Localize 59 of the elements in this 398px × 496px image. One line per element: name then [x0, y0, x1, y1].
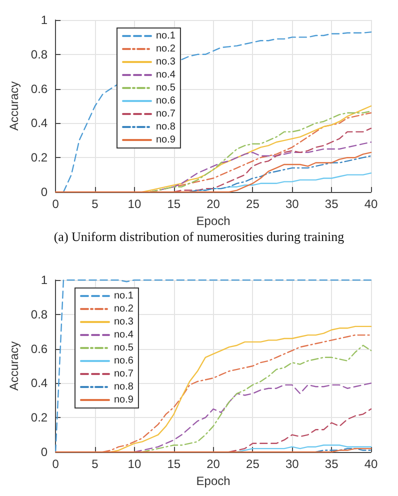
legend-label: no.6 — [114, 356, 134, 366]
y-tick-label: 0.6 — [30, 82, 48, 96]
x-tick-label: 5 — [92, 197, 99, 211]
x-tick-label: 35 — [324, 197, 339, 211]
y-tick-label: 0.6 — [30, 342, 48, 356]
legend-label: no.3 — [114, 316, 134, 328]
y-tick-label: 0 — [40, 445, 48, 459]
x-tick-label: 10 — [128, 457, 142, 471]
x-tick-label: 0 — [52, 457, 60, 471]
legend-label: no.5 — [156, 82, 176, 94]
line-series — [228, 408, 372, 453]
legend-label: no.8 — [114, 382, 134, 392]
legend-label: no.8 — [156, 122, 176, 132]
line-series — [173, 128, 372, 193]
y-tick-label: 0 — [40, 185, 48, 199]
legend-label: no.3 — [156, 56, 176, 68]
x-tick-label: 30 — [285, 197, 300, 211]
y-tick-label: 0.2 — [30, 150, 48, 165]
y-tick-label: 0.4 — [30, 116, 48, 130]
y-tick-label: 0.8 — [30, 47, 48, 62]
line-series — [142, 344, 372, 453]
x-tick-label: 10 — [128, 197, 142, 211]
legend-label: no.4 — [156, 70, 176, 80]
x-axis-title: Epoch — [196, 474, 230, 488]
y-tick-label: 0.4 — [30, 376, 48, 390]
x-tick-label: 15 — [167, 197, 181, 211]
legend-label: no.7 — [114, 368, 134, 380]
legend-label: no.1 — [156, 30, 176, 42]
legend-label: no.9 — [114, 394, 134, 406]
legend-label: no.2 — [114, 304, 134, 314]
x-tick-label: 25 — [246, 457, 260, 471]
x-axis-title: Epoch — [196, 214, 230, 228]
x-tick-label: 40 — [364, 457, 378, 471]
y-tick-label: 0.8 — [30, 307, 48, 322]
legend-label: no.2 — [156, 44, 176, 54]
legend-label: no.9 — [156, 134, 176, 146]
y-tick-label: 1 — [40, 13, 48, 27]
x-tick-label: 25 — [246, 197, 260, 211]
x-tick-label: 40 — [364, 197, 378, 211]
x-tick-label: 20 — [206, 197, 220, 211]
x-tick-label: 35 — [324, 457, 339, 471]
line-series — [236, 444, 372, 453]
text: (a) Uniform distribution of numerosities during training — [54, 229, 345, 244]
line-series — [134, 382, 372, 453]
legend-label: no.4 — [114, 330, 134, 340]
legend-label: no.5 — [114, 342, 134, 354]
line-series — [189, 155, 372, 193]
x-tick-label: 15 — [167, 457, 181, 471]
y-tick-label: 1 — [40, 273, 48, 287]
x-tick-label: 0 — [52, 197, 60, 211]
legend-label: no.1 — [114, 290, 134, 302]
x-tick-label: 30 — [285, 457, 300, 471]
y-axis-title: Accuracy — [7, 341, 21, 391]
y-tick-label: 0.2 — [30, 410, 48, 425]
y-axis-title: Accuracy — [7, 81, 21, 131]
legend-label: no.6 — [156, 96, 176, 106]
legend-label: no.7 — [156, 108, 176, 120]
x-tick-label: 5 — [92, 457, 99, 471]
x-tick-label: 20 — [206, 457, 220, 471]
